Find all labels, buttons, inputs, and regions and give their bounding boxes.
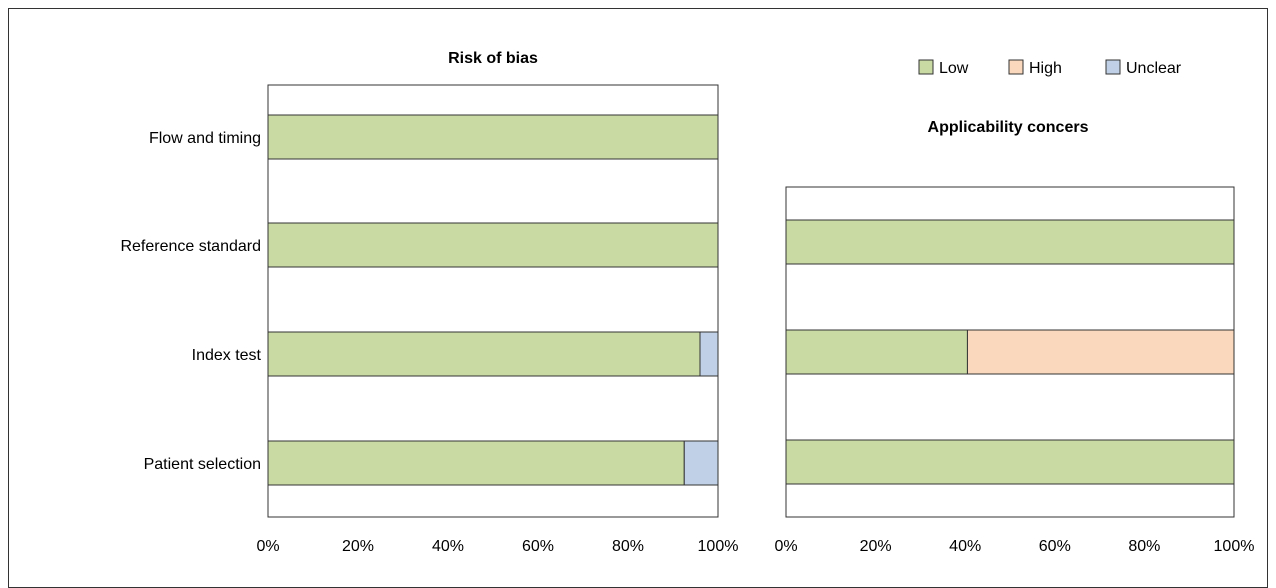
legend-label-high: High (1029, 60, 1062, 77)
applicability-title: Applicability concers (928, 119, 1089, 136)
risk-of-bias-category-label-patient-selection: Patient selection (144, 456, 261, 473)
risk-of-bias-bar-patient-selection-low (267, 440, 685, 486)
applicability-x-tick-label: 0% (774, 538, 797, 555)
risk-of-bias-panel: Risk of bias Flow and timing Reference st… (120, 50, 738, 555)
risk-of-bias-category-label-reference-standard: Reference standard (120, 238, 261, 255)
risk-of-bias-bar-index-test-low (267, 331, 701, 377)
risk-of-bias-x-tick-label: 60% (522, 538, 554, 555)
legend-swatch-unclear (1105, 59, 1121, 75)
risk-of-bias-x-tick-label: 20% (342, 538, 374, 555)
applicability-x-tick-label: 100% (1214, 538, 1255, 555)
legend-swatch-high (1008, 59, 1024, 75)
risk-of-bias-category-label-flow-and-timing: Flow and timing (149, 130, 261, 147)
legend-label-low: Low (939, 60, 969, 77)
applicability-x-tick-label: 60% (1039, 538, 1071, 555)
risk-of-bias-x-tick-label: 80% (612, 538, 644, 555)
applicability-panel: Applicability concers 0% 20% 40% 60% 80% 100% (774, 119, 1254, 555)
risk-of-bias-x-tick-label: 0% (256, 538, 279, 555)
applicability-x-tick-label: 40% (949, 538, 981, 555)
legend: Low High Unclear (918, 59, 1182, 77)
risk-of-bias-bar-patient-selection-unclear (683, 440, 719, 486)
risk-of-bias-plot-frame (267, 84, 719, 518)
applicability-bar-index-test-low (785, 329, 968, 375)
applicability-bar-index-test-high (966, 329, 1235, 375)
risk-of-bias-category-label-index-test: Index test (192, 347, 262, 364)
risk-of-bias-x-tick-label: 100% (698, 538, 739, 555)
applicability-bar-patient-selection-low (785, 439, 1235, 485)
legend-label-unclear: Unclear (1126, 60, 1182, 77)
risk-of-bias-bar-reference-standard-low (267, 222, 719, 268)
risk-of-bias-bar-flow-and-timing-low (267, 114, 719, 160)
applicability-bar-reference-standard-low (785, 219, 1235, 265)
risk-of-bias-title: Risk of bias (448, 50, 538, 67)
applicability-x-tick-label: 20% (860, 538, 892, 555)
applicability-x-tick-label: 80% (1128, 538, 1160, 555)
legend-swatch-low (918, 59, 934, 75)
risk-of-bias-chart-figure: Risk of bias Flow and timing Reference st… (120, 50, 1254, 555)
risk-of-bias-x-tick-label: 40% (432, 538, 464, 555)
risk-of-bias-bar-index-test-unclear (699, 331, 719, 377)
